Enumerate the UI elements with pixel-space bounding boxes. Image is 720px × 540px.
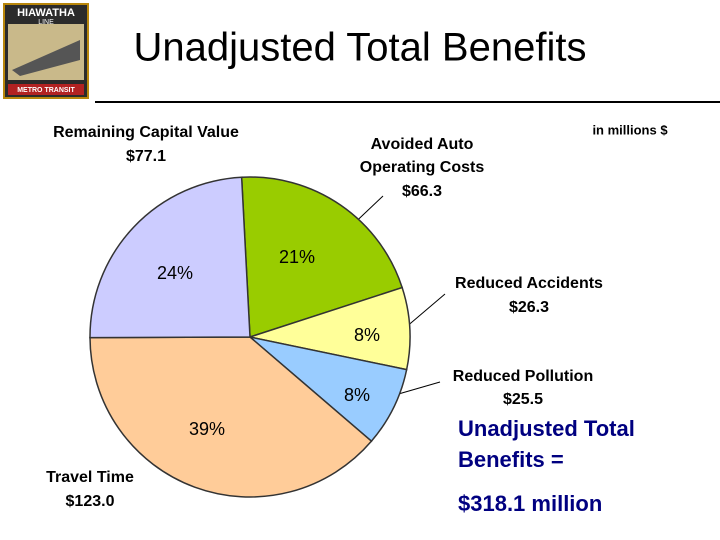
percent-label: 8% [354,325,380,345]
chart-title: Unadjusted Total Benefits [134,26,587,70]
category-label: Avoided Auto Operating Costs [360,136,485,176]
pie [89,176,411,498]
category-label: Reduced Accidents [455,275,603,292]
value-label: $26.3 [509,299,549,316]
logo: HIAWATHA LINE METRO TRANSIT [3,3,89,99]
annotation: Benefits = [458,447,564,472]
leader-line [404,293,446,329]
percent-label: 39% [189,419,225,439]
category-label: Travel Time [46,469,134,486]
pie-slice [89,336,373,498]
pie-slice [240,176,404,339]
annotation: $318.1 million [458,491,602,516]
value-label: $66.3 [402,183,442,200]
logo-band [8,84,84,95]
leader-line [394,381,441,396]
percent-label: 24% [157,263,193,283]
value-label: $77.1 [126,148,166,165]
logo-train [12,40,80,76]
annotation: Unadjusted Total [458,416,635,441]
logo-text: METRO TRANSIT [17,87,75,94]
category-label: Remaining Capital Value [53,124,239,141]
pie-slice [89,176,251,339]
subtitle: in millions $ [592,122,668,137]
percent-label: 21% [279,247,315,267]
value-label: $25.5 [503,391,543,408]
logo-text: LINE [38,19,54,26]
logo-text: HIAWATHA [17,7,75,19]
percent-label: 8% [344,385,370,405]
category-label: Reduced Pollution [453,368,593,385]
value-label: $123.0 [66,493,115,510]
